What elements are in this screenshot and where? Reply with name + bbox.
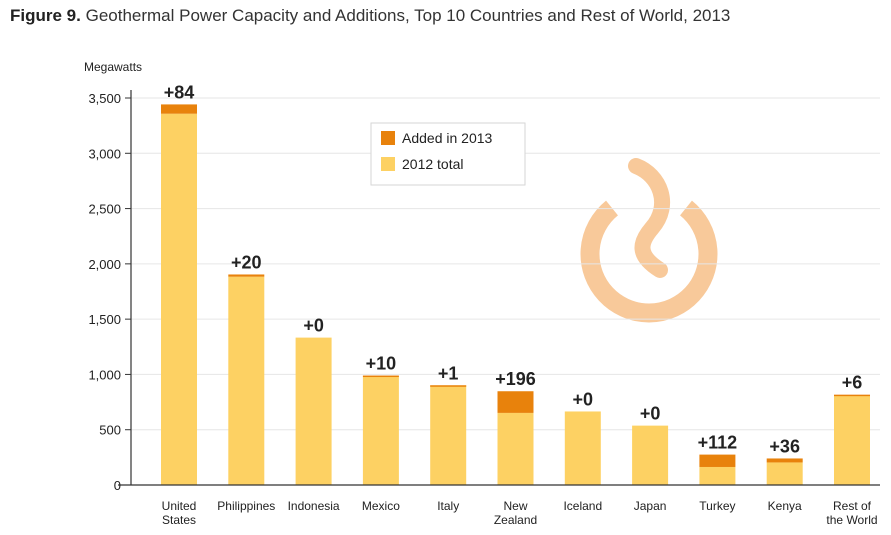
chart-title: Figure 9. Geothermal Power Capacity and … bbox=[10, 6, 730, 26]
bar-2012-total bbox=[632, 425, 669, 485]
y-tick-label: 2,000 bbox=[88, 257, 121, 272]
bar-2012-total bbox=[362, 376, 399, 485]
x-tick-label: Italy bbox=[437, 499, 459, 513]
bar-2012-total bbox=[228, 276, 265, 485]
bar-2012-total bbox=[295, 337, 332, 485]
bar-added-2013 bbox=[228, 274, 265, 277]
legend-swatch-base bbox=[381, 157, 395, 171]
bar-added-2013 bbox=[362, 375, 399, 378]
bar-2012-total bbox=[766, 462, 803, 485]
bar-added-2013 bbox=[497, 391, 534, 413]
data-label: +20 bbox=[231, 252, 262, 272]
bar-2012-total bbox=[430, 385, 467, 485]
legend: Added in 2013 2012 total bbox=[370, 122, 526, 186]
legend-label-added: Added in 2013 bbox=[402, 130, 493, 146]
legend-box bbox=[370, 122, 526, 186]
x-tick-label: Zealand bbox=[494, 513, 537, 527]
data-label: +0 bbox=[573, 389, 594, 409]
x-tick-label: Rest of bbox=[833, 499, 872, 513]
bar-added-2013 bbox=[834, 394, 870, 397]
data-label: +36 bbox=[769, 436, 800, 456]
watermark-flame bbox=[628, 158, 670, 278]
x-tick-label: the World bbox=[826, 513, 877, 527]
data-label: +84 bbox=[164, 82, 195, 102]
legend-swatch-added bbox=[381, 131, 395, 145]
watermark-ring bbox=[580, 200, 718, 323]
bar-2012-total bbox=[699, 466, 736, 485]
bar-2012-total bbox=[834, 395, 870, 485]
x-tick-label: New bbox=[503, 499, 527, 513]
bar-2012-total bbox=[497, 412, 534, 485]
data-label: +0 bbox=[640, 404, 661, 424]
y-tick-label: 1,000 bbox=[88, 367, 121, 382]
figure-title-text: Geothermal Power Capacity and Additions,… bbox=[85, 6, 731, 25]
y-tick-label: 3,500 bbox=[88, 91, 121, 106]
data-label: +10 bbox=[366, 354, 397, 374]
x-tick-label: Indonesia bbox=[288, 499, 340, 513]
labels: 0 500 1,000 1,500 2,000 2,500 3,000 3,500 Megawa… bbox=[84, 60, 878, 527]
y-axis-label: Megawatts bbox=[84, 60, 142, 74]
x-tick-label: Mexico bbox=[362, 499, 400, 513]
data-label: +196 bbox=[495, 369, 536, 389]
figure-label: Figure 9. bbox=[10, 6, 81, 25]
x-tick-label: States bbox=[162, 513, 196, 527]
geothermal-logo-watermark bbox=[580, 158, 718, 323]
x-tick-label: Japan bbox=[634, 499, 667, 513]
y-tick-label: 3,000 bbox=[88, 146, 121, 161]
bars bbox=[161, 104, 870, 485]
legend-label-base: 2012 total bbox=[402, 156, 464, 172]
bar-added-2013 bbox=[430, 385, 467, 387]
data-label: +6 bbox=[842, 373, 863, 393]
data-label: +112 bbox=[698, 433, 738, 453]
y-tick-label: 1,500 bbox=[88, 312, 121, 327]
bar-2012-total bbox=[161, 113, 197, 485]
bar-2012-total bbox=[564, 411, 601, 485]
y-tick-label: 2,500 bbox=[88, 202, 121, 217]
bar-added-2013 bbox=[766, 458, 803, 463]
x-tick-label: Kenya bbox=[768, 499, 802, 513]
x-tick-label: Iceland bbox=[563, 499, 602, 513]
x-tick-label: Philippines bbox=[217, 499, 275, 513]
bar-added-2013 bbox=[699, 454, 736, 467]
y-tick-label: 500 bbox=[99, 423, 121, 438]
x-tick-label: Turkey bbox=[699, 499, 735, 513]
data-label: +1 bbox=[438, 363, 459, 383]
x-tick-label: United bbox=[162, 499, 197, 513]
axes bbox=[118, 90, 880, 486]
data-label: +0 bbox=[303, 316, 324, 336]
y-tick-label: 0 bbox=[114, 478, 121, 493]
bar-added-2013 bbox=[161, 104, 197, 114]
